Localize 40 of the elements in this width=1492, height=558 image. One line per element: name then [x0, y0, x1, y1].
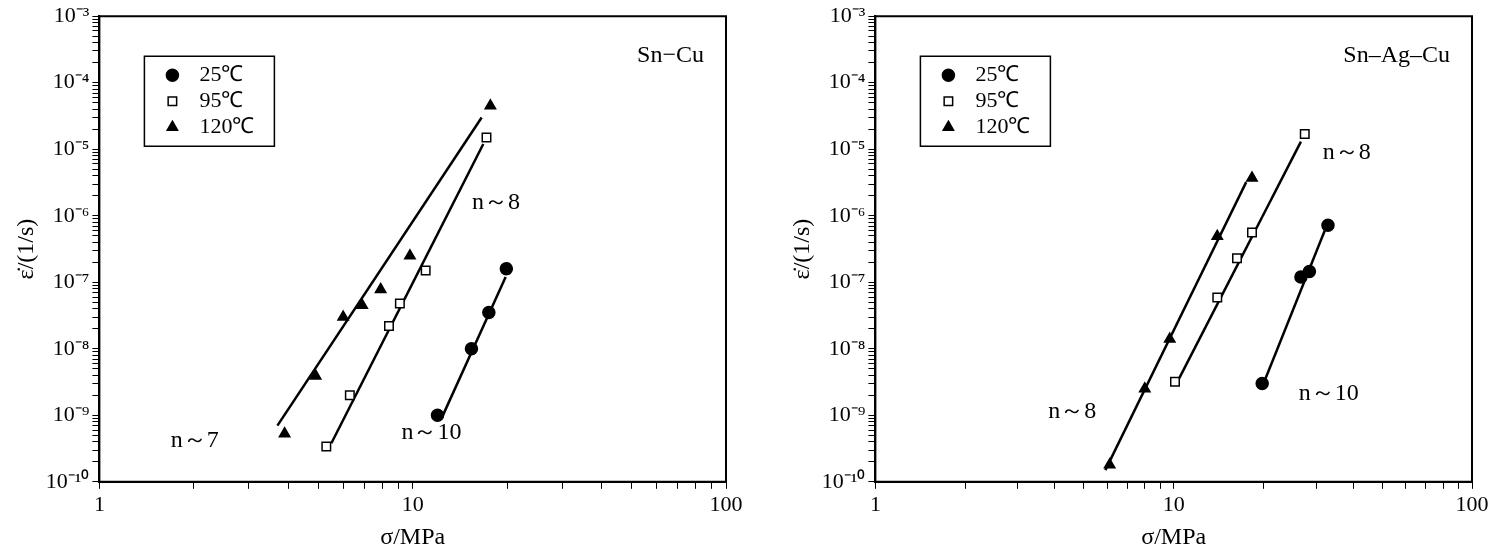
annotation: n～8: [472, 187, 521, 214]
y-axis-title: ε̇/(1/s): [11, 218, 38, 280]
legend-label: 120℃: [975, 112, 1031, 138]
legend-label: 95℃: [975, 86, 1020, 112]
y-tick-label: 10⁻⁶: [828, 201, 866, 227]
annotation: Sn−Cu: [637, 41, 704, 68]
legend-label: 120℃: [199, 112, 255, 138]
y-tick-label: 10⁻¹⁰: [45, 467, 90, 493]
legend-label: 95℃: [199, 86, 244, 112]
annotation: n～10: [401, 417, 462, 444]
legend-label: 25℃: [975, 60, 1020, 86]
y-tick-label: 10⁻⁹: [828, 401, 866, 427]
annotation: Sn–Ag–Cu: [1343, 41, 1450, 68]
annotation: n～7: [170, 425, 219, 452]
annotation: n～8: [1322, 138, 1371, 165]
x-axis-title: σ/MPa: [380, 522, 446, 549]
y-tick-label: 10⁻⁶: [52, 201, 90, 227]
annotation: n～8: [1048, 396, 1097, 423]
x-tick-label: 1: [93, 490, 105, 516]
x-tick-label: 10: [401, 490, 424, 516]
x-tick-label: 100: [1455, 490, 1489, 516]
y-axis-title: ε̇/(1/s): [787, 218, 814, 280]
x-tick-label: 1: [869, 490, 881, 516]
y-tick-label: 10⁻⁷: [52, 268, 90, 294]
y-tick-label: 10⁻³: [829, 1, 866, 27]
y-tick-label: 10⁻⁷: [828, 268, 866, 294]
y-tick-label: 10⁻⁸: [828, 334, 866, 360]
y-tick-label: 10⁻¹⁰: [821, 467, 866, 493]
y-tick-label: 10⁻⁵: [52, 135, 90, 161]
y-tick-label: 10⁻⁵: [828, 135, 866, 161]
y-tick-label: 10⁻⁸: [52, 334, 90, 360]
legend-label: 25℃: [199, 60, 244, 86]
x-axis-title: σ/MPa: [1141, 522, 1207, 549]
y-tick-label: 10⁻⁴: [52, 68, 90, 94]
y-tick-label: 10⁻⁴: [828, 68, 866, 94]
x-tick-label: 10: [1162, 490, 1185, 516]
x-tick-label: 100: [709, 490, 743, 516]
y-tick-label: 10⁻⁹: [52, 401, 90, 427]
y-tick-label: 10⁻³: [53, 1, 90, 27]
annotation: n～10: [1298, 378, 1359, 405]
